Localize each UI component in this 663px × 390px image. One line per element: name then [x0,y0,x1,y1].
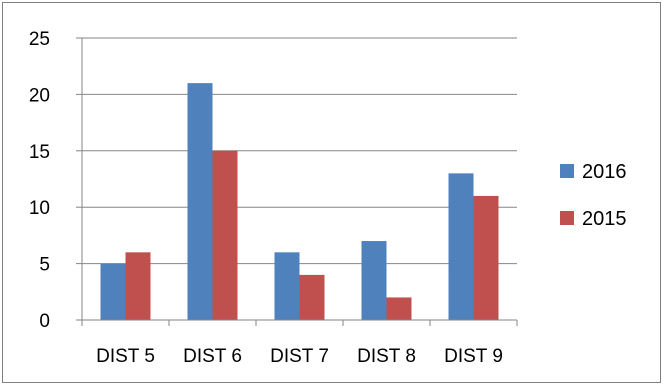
legend-swatch [560,211,574,225]
bar-2015-dist-6 [212,150,238,320]
bar-2016-dist-8 [361,241,387,320]
y-tick-labels: 0 5 10 15 20 25 [29,29,50,332]
bar-2015-dist-7 [299,274,325,320]
y-tick-label: 0 [39,311,50,332]
y-tick-label: 5 [39,255,50,276]
x-tick-label: DIST 8 [357,346,416,367]
x-tick-label: DIST 6 [183,346,242,367]
y-tick-label: 15 [29,142,50,163]
legend-label: 2016 [582,161,627,183]
bar-2016-dist-7 [274,252,300,320]
bars [100,83,499,321]
y-tick-label: 25 [29,29,50,50]
bar-2015-dist-8 [386,297,412,320]
x-tick-label: DIST 7 [270,346,329,367]
legend-swatch [560,164,574,178]
grid-lines [82,37,517,265]
bar-2015-dist-5 [125,252,151,320]
x-tick-label: DIST 5 [96,346,155,367]
legend-label: 2015 [582,208,627,230]
bar-2015-dist-9 [473,195,499,320]
bar-2016-dist-9 [448,173,474,320]
chart-border [2,2,661,383]
bar-2016-dist-5 [100,263,126,320]
x-tick-labels: DIST 5 DIST 6 DIST 7 DIST 8 DIST 9 [96,346,503,367]
bar-2016-dist-6 [187,83,213,321]
legend: 2016 2015 [560,161,627,230]
axes [76,37,518,326]
y-tick-label: 10 [29,198,50,219]
y-tick-label: 20 [29,85,50,106]
x-tick-label: DIST 9 [444,346,503,367]
